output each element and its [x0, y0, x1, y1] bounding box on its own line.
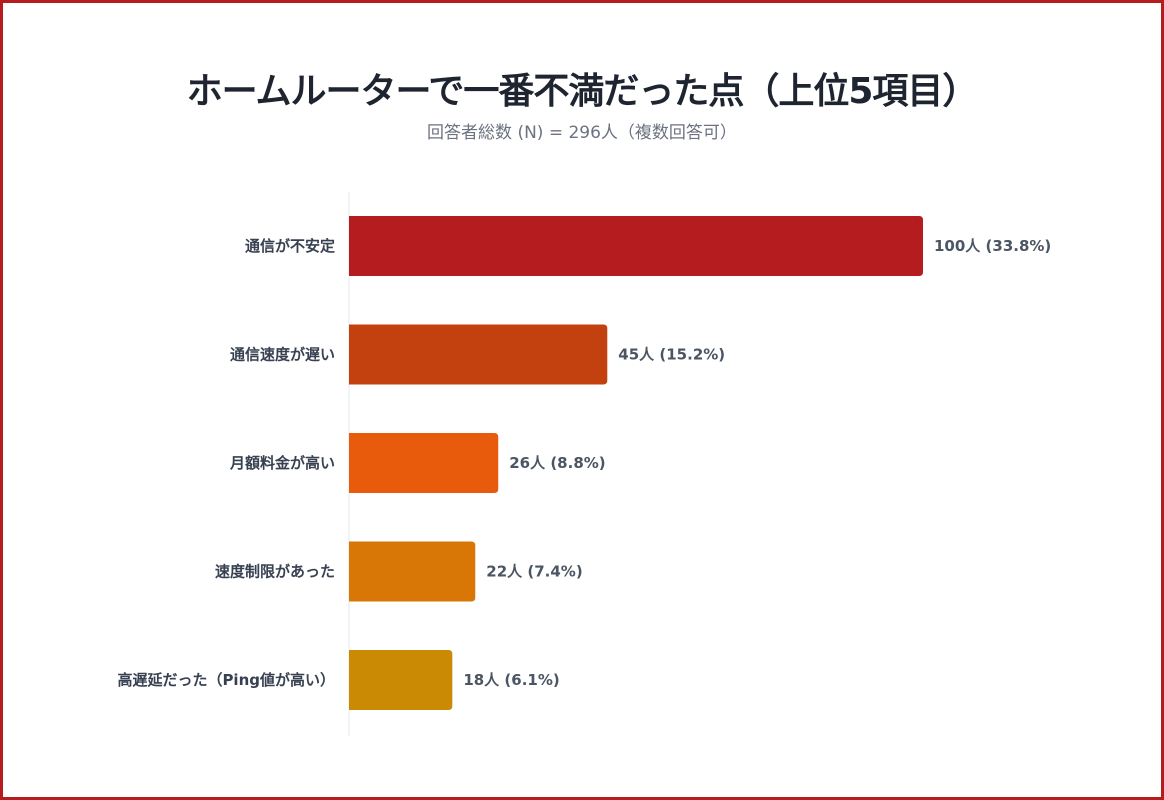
bar: [349, 216, 923, 276]
data-label: 45人 (15.2%): [618, 346, 725, 364]
category-label: 月額料金が高い: [229, 454, 335, 472]
category-label: 速度制限があった: [215, 563, 335, 581]
chart-title: ホームルーターで一番不満だった点（上位5項目）: [186, 71, 979, 112]
data-label: 26人 (8.8%): [509, 454, 605, 472]
bar: [349, 541, 476, 602]
data-label: 18人 (6.1%): [463, 671, 559, 689]
data-label: 22人 (7.4%): [486, 563, 582, 581]
data-label: 100人 (33.8%): [934, 237, 1051, 255]
bar: [349, 433, 499, 493]
category-label: 通信速度が遅い: [230, 346, 335, 364]
bar: [349, 324, 608, 385]
chart-subtitle: 回答者総数 (N) = 296人（複数回答可）: [427, 123, 737, 143]
category-label: 高遅延だった（Ping値が高い）: [117, 671, 335, 689]
bar: [349, 650, 453, 710]
category-label: 通信が不安定: [245, 237, 335, 255]
